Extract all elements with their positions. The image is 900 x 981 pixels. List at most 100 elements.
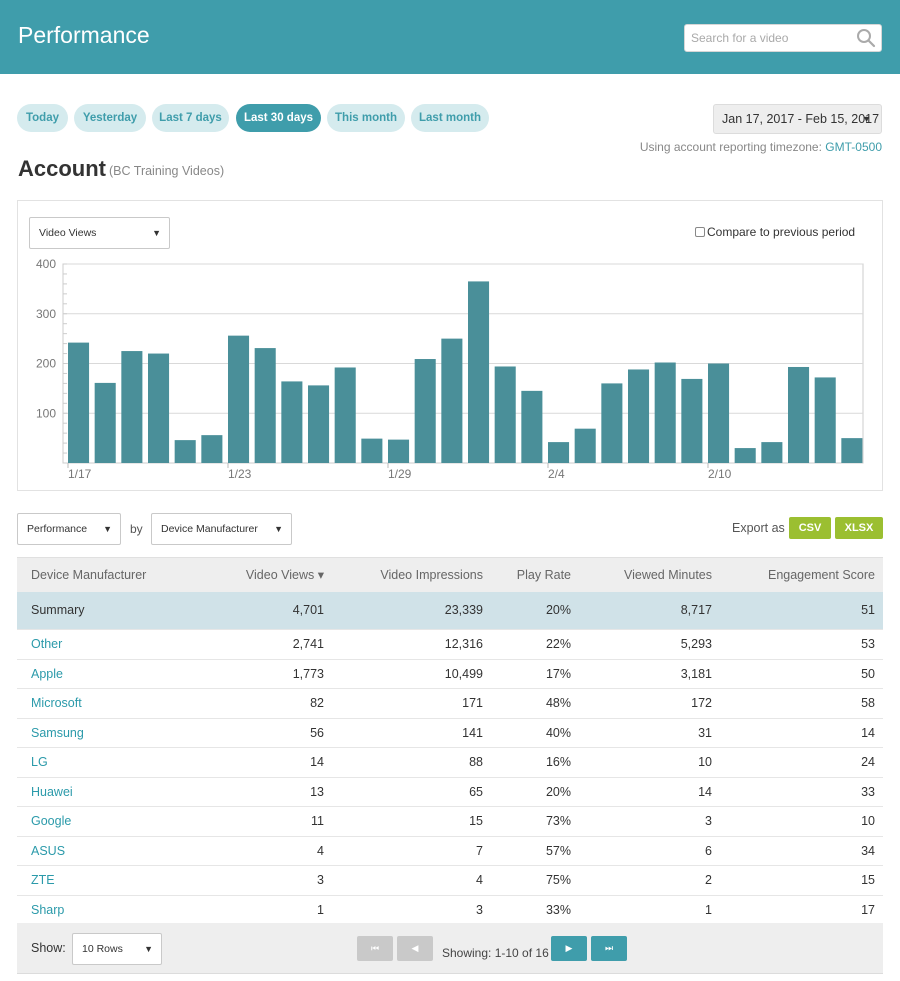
- x-tick-label: 2/4: [548, 467, 565, 481]
- y-tick-label: 200: [36, 357, 56, 371]
- prev-page-button[interactable]: ◀: [397, 936, 433, 961]
- device-link[interactable]: Microsoft: [17, 688, 187, 719]
- next-page-button[interactable]: ▶: [551, 936, 587, 961]
- filter-yesterday[interactable]: Yesterday: [74, 104, 146, 132]
- device-link[interactable]: Apple: [17, 659, 187, 689]
- table-cell: 171: [332, 688, 491, 719]
- bar-1/23[interactable]: [228, 335, 250, 463]
- caret-down-icon: ▼: [144, 944, 153, 954]
- metric-select[interactable]: Video Views ▼: [29, 217, 170, 249]
- device-link[interactable]: LG: [17, 747, 187, 778]
- bar-2/3[interactable]: [521, 390, 543, 463]
- export-label: Export as: [732, 521, 785, 535]
- y-tick-label: 100: [36, 406, 56, 420]
- filter-last-month[interactable]: Last month: [411, 104, 489, 132]
- compare-checkbox[interactable]: [695, 227, 705, 237]
- bar-1/25[interactable]: [281, 381, 303, 463]
- bar-2/8[interactable]: [654, 362, 676, 463]
- bar-2/2[interactable]: [494, 366, 516, 463]
- table-cell: 82: [187, 688, 332, 719]
- table-cell: 33%: [491, 895, 579, 925]
- filter-last-7-days[interactable]: Last 7 days: [152, 104, 229, 132]
- date-range-picker[interactable]: Jan 17, 2017 - Feb 15, 2017 ▼: [713, 104, 882, 134]
- bar-1/24[interactable]: [254, 348, 276, 463]
- table-cell: 14: [579, 777, 720, 807]
- bar-1/20[interactable]: [148, 353, 170, 463]
- table-row: ASUS 4 7 57% 6 34: [17, 836, 883, 866]
- bar-1/29[interactable]: [388, 439, 410, 463]
- table-row: Samsung 56 141 40% 31 14: [17, 718, 883, 748]
- table-cell: 88: [332, 747, 491, 778]
- device-link[interactable]: Huawei: [17, 777, 187, 807]
- col-engagement-score[interactable]: Engagement Score: [720, 557, 883, 592]
- timezone-link[interactable]: GMT-0500: [825, 140, 882, 154]
- bar-2/4[interactable]: [548, 442, 570, 463]
- col-video-impressions[interactable]: Video Impressions: [332, 557, 491, 592]
- caret-down-icon: ▼: [152, 228, 161, 238]
- bar-2/9[interactable]: [681, 378, 703, 463]
- table-cell: 3: [579, 806, 720, 837]
- col-device-manufacturer[interactable]: Device Manufacturer: [17, 557, 187, 592]
- bar-1/28[interactable]: [361, 438, 383, 463]
- bar-2/10[interactable]: [708, 363, 730, 464]
- last-page-button[interactable]: ⏭: [591, 936, 627, 961]
- export-xlsx-button[interactable]: XLSX: [835, 517, 883, 539]
- first-page-button[interactable]: ⏮: [357, 936, 393, 961]
- bar-2/7[interactable]: [628, 369, 650, 463]
- col-viewed-minutes[interactable]: Viewed Minutes: [579, 557, 720, 592]
- view-select[interactable]: Performance ▼: [17, 513, 121, 545]
- table-cell: 14: [720, 718, 883, 748]
- col-video-views[interactable]: Video Views ▾: [187, 557, 332, 592]
- bar-2/5[interactable]: [574, 428, 596, 463]
- summary-cell: 20%: [491, 591, 579, 630]
- table-cell: 14: [187, 747, 332, 778]
- bar-2/1[interactable]: [468, 281, 490, 463]
- filter-last-30-days[interactable]: Last 30 days: [236, 104, 321, 132]
- rows-per-page-select[interactable]: 10 Rows ▼: [72, 933, 162, 965]
- summary-cell: 51: [720, 591, 883, 630]
- search-icon[interactable]: [856, 28, 876, 48]
- device-link[interactable]: ASUS: [17, 836, 187, 866]
- bar-1/31[interactable]: [441, 338, 463, 463]
- table-cell: 10,499: [332, 659, 491, 689]
- bar-1/22[interactable]: [201, 435, 223, 463]
- bar-1/17[interactable]: [68, 342, 90, 463]
- search-input[interactable]: [691, 29, 851, 47]
- export-csv-button[interactable]: CSV: [789, 517, 831, 539]
- bar-2/6[interactable]: [601, 383, 623, 463]
- bar-1/30[interactable]: [414, 359, 436, 463]
- page-title: Performance: [18, 22, 150, 48]
- device-link[interactable]: Google: [17, 806, 187, 837]
- col-play-rate[interactable]: Play Rate: [491, 557, 579, 592]
- bar-1/19[interactable]: [121, 351, 143, 463]
- table-cell: 33: [720, 777, 883, 807]
- bar-2/15[interactable]: [841, 438, 863, 463]
- device-link[interactable]: Samsung: [17, 718, 187, 748]
- dimension-select[interactable]: Device Manufacturer ▼: [151, 513, 292, 545]
- device-link[interactable]: Sharp: [17, 895, 187, 925]
- table-cell: 1,773: [187, 659, 332, 689]
- device-link[interactable]: Other: [17, 629, 187, 660]
- filter-today[interactable]: Today: [17, 104, 68, 132]
- table-cell: 16%: [491, 747, 579, 778]
- bar-2/12[interactable]: [761, 442, 783, 463]
- search-box[interactable]: [684, 24, 882, 52]
- table-cell: 57%: [491, 836, 579, 866]
- top-header: Performance: [0, 0, 900, 74]
- bar-2/13[interactable]: [788, 366, 810, 463]
- dimension-select-value: Device Manufacturer: [161, 523, 258, 535]
- y-tick-label: 400: [36, 257, 56, 271]
- summary-cell: 4,701: [187, 591, 332, 630]
- bar-1/27[interactable]: [334, 367, 356, 463]
- bar-1/18[interactable]: [94, 382, 116, 463]
- table-cell: 11: [187, 806, 332, 837]
- device-link[interactable]: ZTE: [17, 865, 187, 896]
- bar-2/11[interactable]: [734, 448, 756, 463]
- summary-label: Summary: [17, 591, 187, 630]
- bar-2/14[interactable]: [814, 377, 836, 463]
- account-subtitle: (BC Training Videos): [109, 164, 225, 178]
- bar-1/21[interactable]: [174, 440, 196, 463]
- compare-checkbox-row[interactable]: Compare to previous period: [695, 225, 855, 239]
- filter-this-month[interactable]: This month: [327, 104, 405, 132]
- bar-1/26[interactable]: [308, 385, 330, 463]
